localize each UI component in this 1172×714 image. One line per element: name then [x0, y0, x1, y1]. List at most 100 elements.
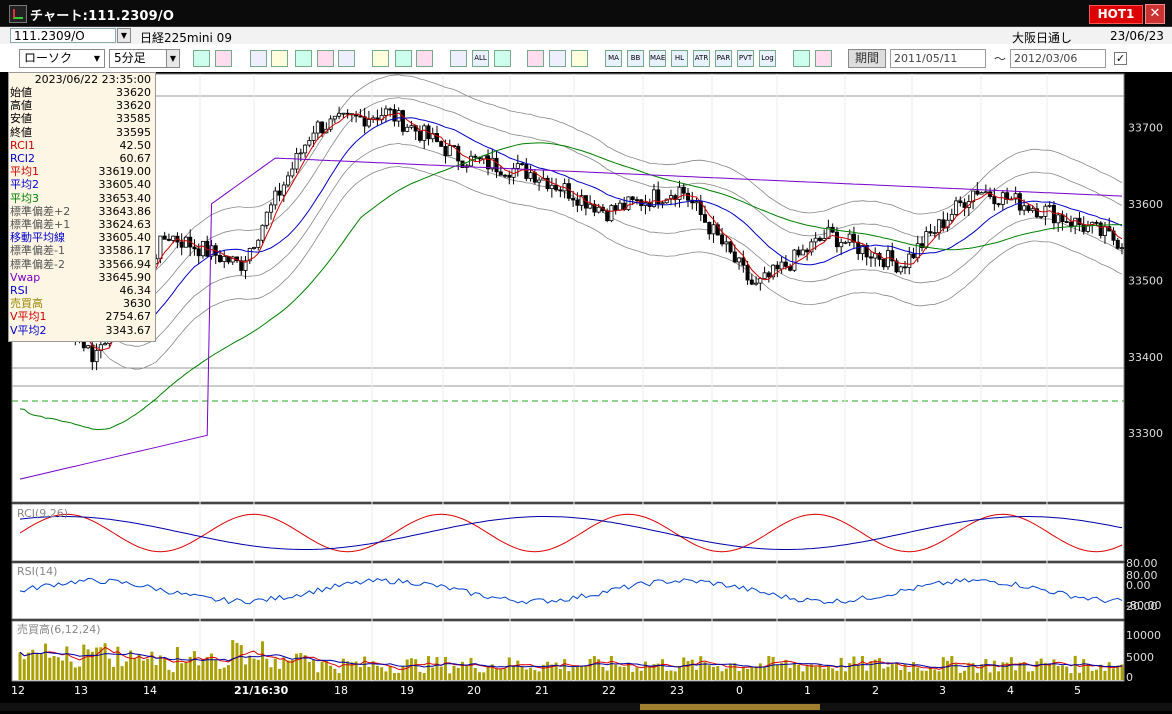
volume-bar [1107, 662, 1111, 680]
symbol-dropdown-icon[interactable]: ▼ [117, 28, 131, 43]
volume-bar [184, 661, 188, 680]
candle-body [945, 219, 950, 229]
chart-type-select[interactable]: ローソク ▼ [19, 49, 105, 68]
volume-bar [941, 657, 945, 680]
search-tool-icon[interactable] [193, 50, 210, 67]
period-select[interactable]: 5分足 [109, 49, 179, 68]
ma-icon[interactable]: MA [605, 50, 622, 67]
zoom-tool-icon[interactable] [416, 50, 433, 67]
rsi-pane[interactable] [11, 562, 1125, 620]
candle-body [86, 345, 91, 349]
volume-bar [316, 672, 320, 680]
volume-bar [65, 646, 69, 680]
volume-bar [618, 666, 622, 680]
candle-body [1098, 222, 1103, 236]
palette-tool-icon[interactable] [549, 50, 566, 67]
par-icon[interactable]: PAR [715, 50, 732, 67]
candle-body [498, 171, 503, 176]
volume-bar [1090, 670, 1094, 680]
atr-icon[interactable]: ATR [693, 50, 710, 67]
term-button[interactable]: 期間 [848, 49, 886, 68]
toolbar: 111.2309/O ▼ 日経225mini 09 大阪日通し 23/06/23… [0, 27, 1172, 72]
volume-bar [541, 664, 545, 680]
volume-bar [456, 667, 460, 680]
volume-bar [1031, 671, 1035, 680]
log-icon[interactable]: Log [759, 50, 776, 67]
hot-badge[interactable]: HOT1 [1089, 5, 1143, 24]
to-date-input[interactable]: 2012/03/06 [1010, 49, 1106, 68]
all-icon[interactable]: ALL [472, 50, 489, 67]
warn-tool-icon[interactable] [317, 50, 334, 67]
candle-body [294, 153, 299, 170]
info-value: 33653.40 [98, 191, 152, 205]
mae-icon[interactable]: MAE [649, 50, 666, 67]
volume-bar [1048, 664, 1052, 680]
volume-bar [337, 673, 341, 680]
candle-body [822, 238, 827, 241]
volume-bar [826, 664, 830, 680]
cursor-tool-icon[interactable] [372, 50, 389, 67]
scrollbar-thumb[interactable] [640, 704, 820, 710]
candle-body [558, 189, 563, 192]
close-icon[interactable]: ✕ [1145, 4, 1165, 24]
volume-bar [614, 664, 618, 680]
bar-tool-icon[interactable] [250, 50, 267, 67]
volume-bar [529, 667, 533, 680]
volume-bar [380, 667, 384, 680]
search-tool-icon[interactable] [815, 50, 832, 67]
fibo-tool-icon[interactable] [295, 50, 312, 67]
hl-icon[interactable]: HL [671, 50, 688, 67]
candle-body [881, 259, 886, 268]
scrollbar[interactable] [0, 703, 1172, 711]
volume-bar [239, 645, 243, 680]
candle-body [1115, 239, 1120, 249]
pvt-icon[interactable]: PVT [737, 50, 754, 67]
volume-bar [729, 664, 733, 680]
candle-body [983, 191, 988, 194]
from-date-input[interactable]: 2011/05/11 [890, 49, 986, 68]
candle-body [839, 242, 844, 248]
volume-bar [107, 658, 111, 680]
volume-bar [792, 662, 796, 680]
volume-bar [775, 664, 779, 680]
range-checkbox[interactable]: ✓ [1114, 52, 1127, 65]
symbol-code-input[interactable]: 111.2309/O [10, 28, 116, 43]
candle-body [715, 224, 720, 236]
info-label: 移動平均線 [10, 231, 65, 245]
candle-body [1068, 221, 1073, 227]
compare-tool-icon[interactable] [793, 50, 810, 67]
volume-bar [903, 663, 907, 680]
volume-bar [886, 666, 890, 680]
price-tick-label: 33500 [1128, 274, 1163, 287]
volume-bar [31, 649, 35, 680]
bb-icon[interactable]: BB [627, 50, 644, 67]
candle-body [290, 168, 295, 177]
line-tool-icon[interactable] [271, 50, 288, 67]
volume-bar [1043, 662, 1047, 680]
volume-bar [537, 671, 541, 680]
volume-bar [588, 658, 592, 680]
volume-bar [741, 666, 745, 680]
chart-area[interactable]: 33700 33600 33500 33400 33300 80.00 0.00 -80.00… [0, 72, 1172, 711]
candle-body [775, 264, 780, 270]
hand-tool-icon[interactable] [395, 50, 412, 67]
candle-body [813, 237, 818, 243]
chart-svg[interactable]: 337003360033500334003330080.000.00-80.00… [0, 72, 1172, 711]
volume-bar [592, 656, 596, 680]
volume-bar [673, 671, 677, 680]
info-label: 標準偏差-2 [10, 257, 65, 271]
draw-tool-icon[interactable] [338, 50, 355, 67]
brush-tool-icon[interactable] [527, 50, 544, 67]
volume-ma2-line [19, 651, 1123, 669]
drag-tool-icon[interactable] [215, 50, 232, 67]
volume-bar [648, 667, 652, 680]
volume-bar [865, 670, 869, 680]
mvav-icon[interactable] [571, 50, 588, 67]
rci-pane[interactable] [11, 503, 1125, 562]
volume-bar [1039, 658, 1043, 680]
zoom-out-tool-icon[interactable] [450, 50, 467, 67]
price-pane[interactable] [11, 73, 1125, 503]
volume-bar [197, 665, 201, 680]
settings-tool-icon[interactable] [494, 50, 511, 67]
period-dropdown-icon[interactable]: ▼ [166, 49, 180, 68]
